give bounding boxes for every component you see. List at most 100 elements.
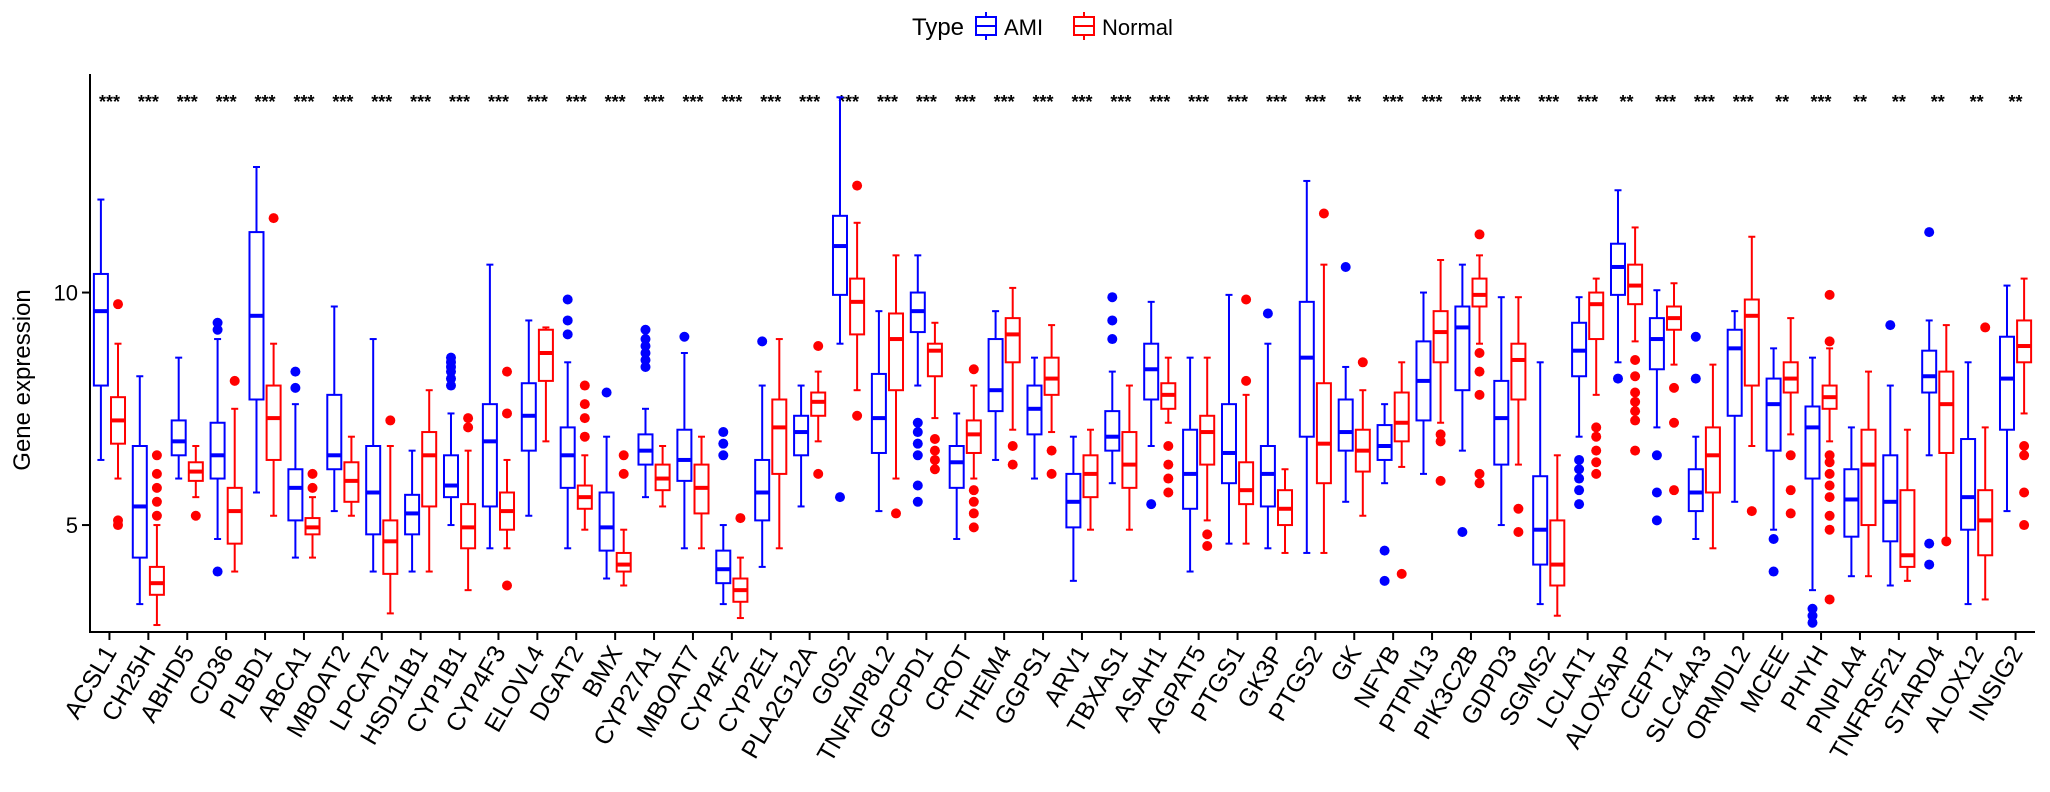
outlier-point-abca1-normal xyxy=(307,468,318,479)
outlier-point-cyp4f2-normal xyxy=(735,513,746,524)
gene-group-alox5ap: ** xyxy=(1609,92,1644,456)
outlier-point-gpcpd1-ami xyxy=(912,438,923,449)
gene-group-elovl4: *** xyxy=(520,92,554,517)
outlier-point-crot-normal xyxy=(968,364,979,375)
outlier-point-ptgs1-normal xyxy=(1241,375,1252,386)
outlier-point-phyh-normal xyxy=(1824,510,1835,521)
box-ggps1-normal xyxy=(1043,356,1060,396)
outlier-point-dgat2-normal xyxy=(579,399,590,410)
outlier-point-cyp1b1-ami xyxy=(445,373,456,384)
outlier-point-ormdl2-normal xyxy=(1746,506,1757,517)
significance-label: *** xyxy=(1188,92,1209,112)
box-ch25h-normal xyxy=(148,565,165,596)
significance-label: *** xyxy=(605,92,626,112)
outlier-point-stard4-ami xyxy=(1924,559,1935,570)
gene-group-alox12: ** xyxy=(1960,92,1994,606)
outlier-point-crot-normal xyxy=(968,496,979,507)
outlier-point-gpcpd1-ami xyxy=(912,450,923,461)
outlier-point-insig2-normal xyxy=(2019,441,2030,451)
outlier-point-cyp27a1-ami xyxy=(640,341,651,352)
outlier-point-mcee-normal xyxy=(1785,508,1796,519)
significance-label: *** xyxy=(1422,92,1443,112)
box-slc44a3-ami xyxy=(1687,468,1704,513)
outlier-point-ggps1-normal xyxy=(1046,445,1057,456)
outlier-point-stard4-normal xyxy=(1941,536,1952,547)
significance-label: *** xyxy=(1071,92,1092,112)
outlier-point-ptpn13-normal xyxy=(1435,429,1446,440)
outlier-point-tnfaip8l2-normal xyxy=(891,508,902,519)
outlier-point-cept1-normal xyxy=(1669,417,1680,428)
outlier-point-ch25h-normal xyxy=(151,496,162,507)
outlier-point-lclat1-normal xyxy=(1591,431,1602,442)
significance-label: *** xyxy=(682,92,703,112)
outlier-point-alox5ap-ami xyxy=(1612,373,1623,384)
gene-group-cyp27a1: *** xyxy=(637,92,671,508)
gene-group-ggps1: *** xyxy=(1026,92,1060,480)
significance-label: *** xyxy=(1383,92,1404,112)
gene-group-plbd1: *** xyxy=(248,92,282,517)
gene-group-slc44a3: *** xyxy=(1687,92,1721,550)
box-ptgs1-ami xyxy=(1220,403,1237,485)
significance-label: *** xyxy=(1655,92,1676,112)
gene-group-lclat1: *** xyxy=(1571,92,1605,510)
significance-label: *** xyxy=(877,92,898,112)
outlier-point-cept1-ami xyxy=(1651,515,1662,526)
gene-group-cept1: *** xyxy=(1648,92,1683,526)
gene-group-mcee: ** xyxy=(1765,92,1799,577)
outlier-point-cyp4f2-ami xyxy=(718,450,729,461)
gene-group-cyp1b1: *** xyxy=(442,92,477,592)
outlier-point-cyp1b1-ami xyxy=(445,380,456,391)
box-plbd1-normal xyxy=(265,384,282,461)
gene-group-tbxas1: *** xyxy=(1104,92,1138,531)
box-insig2-ami xyxy=(1998,335,2015,431)
box-ptgs1-normal xyxy=(1238,461,1255,506)
outlier-point-cept1-normal xyxy=(1669,485,1680,496)
outlier-point-plbd1-normal xyxy=(268,213,279,224)
significance-label: *** xyxy=(955,92,976,112)
box-ormdl2-ami xyxy=(1726,328,1743,417)
gene-group-pla2g12a: *** xyxy=(793,92,827,508)
significance-label: *** xyxy=(1460,92,1481,112)
outlier-point-agpat5-normal xyxy=(1202,540,1213,551)
outlier-point-crot-normal xyxy=(968,508,979,519)
outlier-point-slc44a3-ami xyxy=(1690,331,1701,342)
significance-label: *** xyxy=(1811,92,1832,112)
box-them4-ami xyxy=(987,338,1004,413)
outlier-point-cyp1b1-normal xyxy=(463,413,474,424)
outlier-point-cyp1b1-ami xyxy=(445,366,456,377)
outlier-point-alox5ap-normal xyxy=(1630,387,1641,398)
outlier-point-crot-normal xyxy=(968,522,979,533)
plot-area: *** *** *** *** *** *** *** *** *** *** *** *** *** *… xyxy=(92,92,2033,628)
outlier-point-cyp4f2-ami xyxy=(718,438,729,449)
outlier-point-cyp27a1-ami xyxy=(640,334,651,345)
legend: Type AMI Normal xyxy=(912,12,1173,41)
outlier-point-pik3c2b-normal xyxy=(1474,478,1485,489)
outlier-point-nfyb-ami xyxy=(1379,545,1390,556)
significance-label: *** xyxy=(838,92,859,112)
outlier-point-alox5ap-normal xyxy=(1630,371,1641,382)
outlier-point-cd36-ami xyxy=(212,324,223,335)
box-cyp2e1-ami xyxy=(754,458,771,522)
box-asah1-ami xyxy=(1143,342,1160,401)
box-agpat5-normal xyxy=(1199,414,1216,466)
box-tbxas1-ami xyxy=(1104,410,1121,452)
box-pik3c2b-ami xyxy=(1454,305,1471,392)
outlier-point-asah1-ami xyxy=(1146,499,1157,510)
outlier-point-abca1-ami xyxy=(290,366,301,377)
box-ptgs2-ami xyxy=(1298,300,1315,438)
outlier-point-pik3c2b-normal xyxy=(1474,389,1485,400)
outlier-point-mcee-ami xyxy=(1768,566,1779,577)
box-pnpla4-ami xyxy=(1843,468,1860,538)
outlier-point-cept1-normal xyxy=(1669,382,1680,393)
box-g0s2-ami xyxy=(831,214,848,296)
outlier-point-lclat1-normal xyxy=(1591,422,1602,433)
outlier-point-phyh-normal xyxy=(1824,336,1835,347)
box-bmx-ami xyxy=(598,491,615,552)
outlier-point-g0s2-normal xyxy=(852,180,863,191)
outlier-point-phyh-normal xyxy=(1824,480,1835,491)
box-pla2g12a-normal xyxy=(810,391,827,417)
significance-label: *** xyxy=(1305,92,1326,112)
box-gdpd3-ami xyxy=(1493,379,1510,466)
outlier-point-cyp1b1-normal xyxy=(463,422,474,433)
outlier-point-gpcpd1-normal xyxy=(929,454,940,465)
